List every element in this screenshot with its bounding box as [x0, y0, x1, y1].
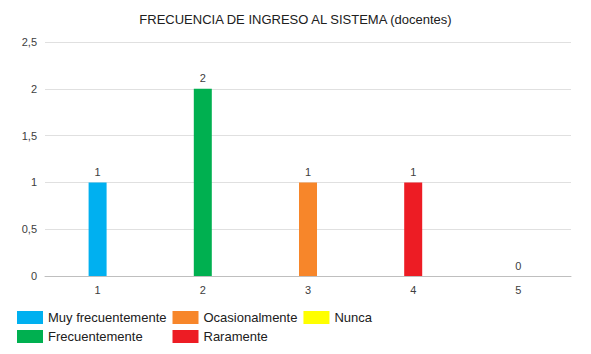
- svg-text:1: 1: [305, 166, 311, 178]
- svg-text:0: 0: [31, 270, 37, 282]
- svg-text:FRECUENCIA DE INGRESO AL SISTE: FRECUENCIA DE INGRESO AL SISTEMA (docent…: [139, 12, 451, 27]
- svg-text:0,5: 0,5: [22, 223, 37, 235]
- svg-text:Raramente: Raramente: [204, 329, 268, 344]
- svg-text:Nunca: Nunca: [334, 310, 372, 325]
- svg-text:2: 2: [200, 72, 206, 84]
- svg-text:Muy frecuentemente: Muy frecuentemente: [48, 310, 167, 325]
- svg-text:1: 1: [410, 166, 416, 178]
- svg-text:2,5: 2,5: [22, 36, 37, 48]
- svg-text:1: 1: [95, 166, 101, 178]
- svg-text:Frecuentemente: Frecuentemente: [48, 329, 143, 344]
- svg-text:2: 2: [200, 284, 206, 296]
- svg-text:Ocasionalmente: Ocasionalmente: [204, 310, 298, 325]
- svg-text:2: 2: [31, 83, 37, 95]
- svg-text:0: 0: [515, 260, 521, 272]
- svg-text:1: 1: [31, 176, 37, 188]
- svg-text:1: 1: [95, 284, 101, 296]
- svg-text:1,5: 1,5: [22, 130, 37, 142]
- svg-text:5: 5: [515, 284, 521, 296]
- svg-text:4: 4: [410, 284, 416, 296]
- svg-text:3: 3: [305, 284, 311, 296]
